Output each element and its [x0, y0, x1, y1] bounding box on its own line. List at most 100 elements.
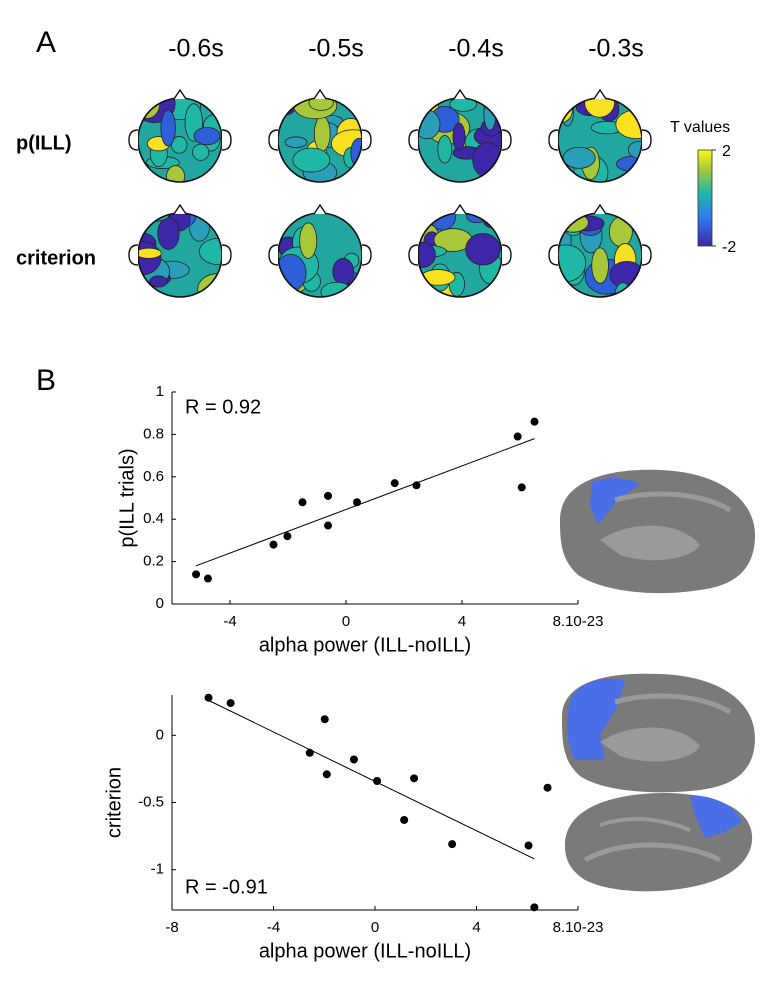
point	[353, 498, 362, 507]
fit-line	[208, 699, 535, 860]
brain-medial-1	[560, 469, 755, 594]
y-tick-label: 0.2	[143, 553, 164, 570]
x-tick-label: 4	[472, 919, 480, 936]
nose	[173, 203, 187, 215]
topomap-blob	[472, 141, 502, 179]
point	[543, 783, 552, 792]
panel-label: A	[36, 26, 56, 59]
panel-label: B	[36, 364, 56, 397]
y-tick-label: -1	[151, 861, 164, 878]
ear	[268, 244, 279, 266]
y-tick-label: 0	[156, 726, 164, 743]
point	[204, 693, 213, 702]
point	[192, 570, 201, 579]
ear	[641, 129, 652, 151]
y-axis-label: p(ILL trials)	[116, 448, 138, 547]
point	[530, 417, 539, 426]
x-tick-label: 0	[342, 613, 350, 630]
ear	[408, 129, 419, 151]
topomap-blob	[420, 269, 456, 286]
point	[283, 532, 292, 541]
point	[410, 774, 419, 783]
topomap-blob	[157, 216, 180, 250]
topomap	[558, 213, 642, 297]
ear	[641, 244, 652, 266]
topomap-blob	[160, 109, 176, 147]
colorbar-label: T values	[670, 119, 730, 136]
topomap-blob	[558, 98, 573, 123]
point	[448, 840, 457, 849]
ear	[548, 129, 559, 151]
topomap-blob	[332, 258, 355, 286]
point	[524, 841, 533, 850]
point	[517, 483, 526, 492]
topomap-blob	[562, 146, 596, 169]
y-tick-label: 1	[156, 383, 164, 400]
topomap-blob	[449, 98, 478, 112]
topomap-blob	[170, 136, 188, 154]
ear	[128, 129, 139, 151]
x-tick-label: 8.10-23	[553, 919, 604, 936]
ear	[548, 244, 559, 266]
topomap-blob	[608, 216, 633, 247]
row-label: p(ILL)	[16, 132, 72, 154]
topomap-blob	[320, 281, 353, 297]
topomap-blob	[299, 222, 318, 259]
point	[226, 699, 235, 708]
row-label: criterion	[16, 247, 96, 269]
nose	[593, 203, 607, 215]
topomap-blob	[149, 275, 168, 288]
ear	[221, 244, 232, 266]
ear	[128, 244, 139, 266]
point	[513, 432, 522, 441]
time-label: -0.3s	[588, 35, 644, 63]
ear	[501, 129, 512, 151]
nose	[313, 203, 327, 215]
x-tick-label: 8.10-23	[553, 613, 604, 630]
topomap-blob	[452, 122, 466, 151]
time-label: -0.4s	[448, 35, 504, 63]
y-tick-label: 0.8	[143, 425, 164, 442]
x-tick-label: -8	[165, 919, 178, 936]
ear	[361, 244, 372, 266]
topomap-blob	[278, 98, 297, 116]
colorbar-tick-label: -2	[722, 239, 736, 256]
topomap-blob	[138, 247, 162, 259]
y-tick-label: 0.4	[143, 510, 164, 527]
nose	[173, 88, 187, 100]
topomap	[278, 213, 362, 297]
topomap-blob	[313, 115, 331, 152]
nose	[593, 88, 607, 100]
y-axis-label: criterion	[103, 767, 125, 838]
fit-line	[195, 438, 535, 567]
ear	[221, 129, 232, 151]
topomap-blob	[192, 143, 210, 161]
topomap-blob	[418, 241, 436, 268]
point	[530, 903, 539, 912]
nose	[453, 88, 467, 100]
point	[412, 481, 421, 490]
topomap-blob	[465, 233, 501, 266]
annotation: R = 0.92	[185, 396, 261, 418]
topomap-blob	[584, 98, 616, 118]
topomap-blob	[633, 98, 642, 110]
topomap-blob	[166, 165, 185, 182]
nose	[453, 203, 467, 215]
point	[298, 498, 307, 507]
point	[269, 540, 278, 549]
point	[305, 748, 314, 757]
ear	[268, 129, 279, 151]
point	[322, 770, 331, 779]
brain-medial-2	[561, 673, 755, 793]
colorbar	[697, 149, 713, 247]
point	[390, 479, 399, 488]
point	[324, 521, 333, 530]
topomap-blob	[284, 136, 308, 148]
annotation: R = -0.91	[185, 876, 268, 898]
topomap-blob	[437, 135, 453, 164]
time-label: -0.5s	[308, 35, 364, 63]
topomap	[138, 98, 222, 182]
y-tick-label: -0.5	[138, 793, 164, 810]
x-tick-label: -4	[223, 613, 236, 630]
